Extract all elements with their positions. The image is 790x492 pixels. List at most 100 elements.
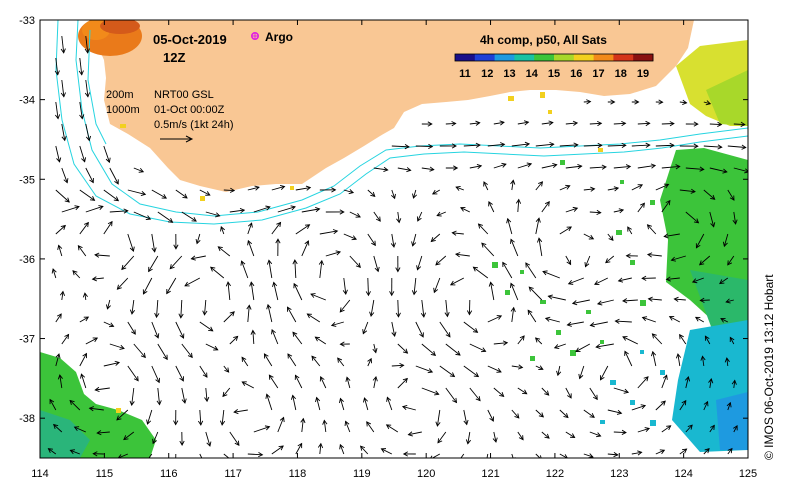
current-arrow xyxy=(613,429,627,435)
current-arrow xyxy=(372,375,378,389)
current-arrow xyxy=(594,277,609,286)
current-arrow xyxy=(271,185,286,191)
current-arrow xyxy=(339,299,351,313)
current-arrow xyxy=(85,123,92,142)
current-arrow xyxy=(55,313,62,323)
current-arrow xyxy=(637,202,645,213)
current-arrow xyxy=(306,313,321,323)
current-arrow xyxy=(637,376,649,389)
current-arrow xyxy=(129,387,135,407)
current-arrow xyxy=(175,365,184,382)
current-arrow xyxy=(94,386,110,393)
current-arrow xyxy=(631,99,640,105)
current-arrow xyxy=(661,425,672,433)
current-arrow xyxy=(565,431,576,439)
colorbar-swatch xyxy=(633,54,654,61)
current-arrow xyxy=(205,211,221,218)
current-arrow xyxy=(249,281,255,301)
current-arrow xyxy=(439,365,456,378)
current-arrow xyxy=(415,321,424,338)
current-arrow xyxy=(241,356,249,367)
current-arrow xyxy=(709,424,715,433)
current-arrow xyxy=(290,394,297,411)
current-arrow xyxy=(373,255,380,273)
y-tick-label: -37 xyxy=(19,334,35,346)
current-arrow xyxy=(650,350,657,367)
current-arrow xyxy=(386,396,393,411)
current-arrow xyxy=(436,211,446,217)
current-arrow xyxy=(109,167,119,185)
current-arrow xyxy=(487,315,503,323)
x-axis: 114 115 116 117 118 119 120 121 122 123 124 125 xyxy=(31,20,757,480)
current-arrow xyxy=(151,233,157,253)
current-arrow xyxy=(510,238,519,257)
current-arrow xyxy=(325,250,342,257)
current-arrow xyxy=(322,419,328,433)
current-arrow xyxy=(271,328,279,345)
current-arrow xyxy=(665,276,680,282)
current-arrow xyxy=(319,376,327,389)
current-arrow xyxy=(173,409,179,426)
current-arrow xyxy=(91,276,104,282)
current-arrow xyxy=(247,185,260,191)
current-arrow xyxy=(277,205,296,213)
current-arrow xyxy=(607,451,619,458)
current-arrow xyxy=(445,121,457,127)
current-arrow xyxy=(421,121,433,127)
current-arrow xyxy=(614,318,632,324)
current-arrow xyxy=(487,365,502,373)
current-arrow xyxy=(69,399,81,411)
map-date: 05-Oct-2019 xyxy=(153,32,227,47)
current-arrow xyxy=(397,167,412,173)
land-australia xyxy=(97,20,694,192)
current-arrow xyxy=(655,449,666,455)
current-arrow xyxy=(275,238,281,257)
current-arrow xyxy=(78,57,84,76)
current-arrow xyxy=(365,277,371,297)
current-arrow xyxy=(372,343,378,354)
current-arrow xyxy=(661,121,675,127)
current-arrow xyxy=(85,205,104,213)
current-arrow xyxy=(343,233,357,241)
current-arrow xyxy=(622,336,639,345)
x-tick-label: 115 xyxy=(96,468,114,480)
current-arrow xyxy=(148,255,159,273)
colorbar-tick-label: 18 xyxy=(615,68,627,80)
current-arrow xyxy=(617,277,632,283)
y-tick-label: -34 xyxy=(19,95,35,107)
current-arrow xyxy=(703,100,712,106)
current-arrow xyxy=(699,297,710,303)
current-arrow xyxy=(613,120,627,127)
current-arrow xyxy=(565,206,579,213)
current-arrow xyxy=(79,145,87,163)
current-arrow xyxy=(469,387,481,402)
current-arrow xyxy=(416,255,423,271)
current-arrow xyxy=(535,181,544,191)
current-arrow xyxy=(483,181,489,191)
current-arrow xyxy=(463,409,469,426)
current-arrow xyxy=(117,453,128,458)
current-arrow xyxy=(109,208,129,214)
current-arrow xyxy=(732,211,738,225)
current-arrow xyxy=(679,143,699,149)
x-tick-label: 120 xyxy=(417,468,435,480)
current-arrow xyxy=(55,353,61,367)
current-arrow xyxy=(225,281,231,301)
current-arrow xyxy=(123,431,135,441)
current-arrow xyxy=(670,255,686,262)
current-arrow xyxy=(229,208,246,214)
current-arrow xyxy=(517,120,530,126)
current-vectors xyxy=(47,35,748,458)
scale-arrow xyxy=(160,135,194,143)
current-arrow xyxy=(349,211,361,218)
current-arrow xyxy=(195,233,201,245)
current-arrow xyxy=(199,365,208,378)
current-arrow xyxy=(55,189,70,203)
current-arrow xyxy=(339,341,350,347)
current-arrow xyxy=(61,167,69,184)
current-arrow xyxy=(455,185,464,191)
current-arrow xyxy=(631,404,647,411)
colorbar-swatch xyxy=(455,54,476,61)
current-arrow xyxy=(79,221,89,235)
current-arrow xyxy=(675,353,682,367)
